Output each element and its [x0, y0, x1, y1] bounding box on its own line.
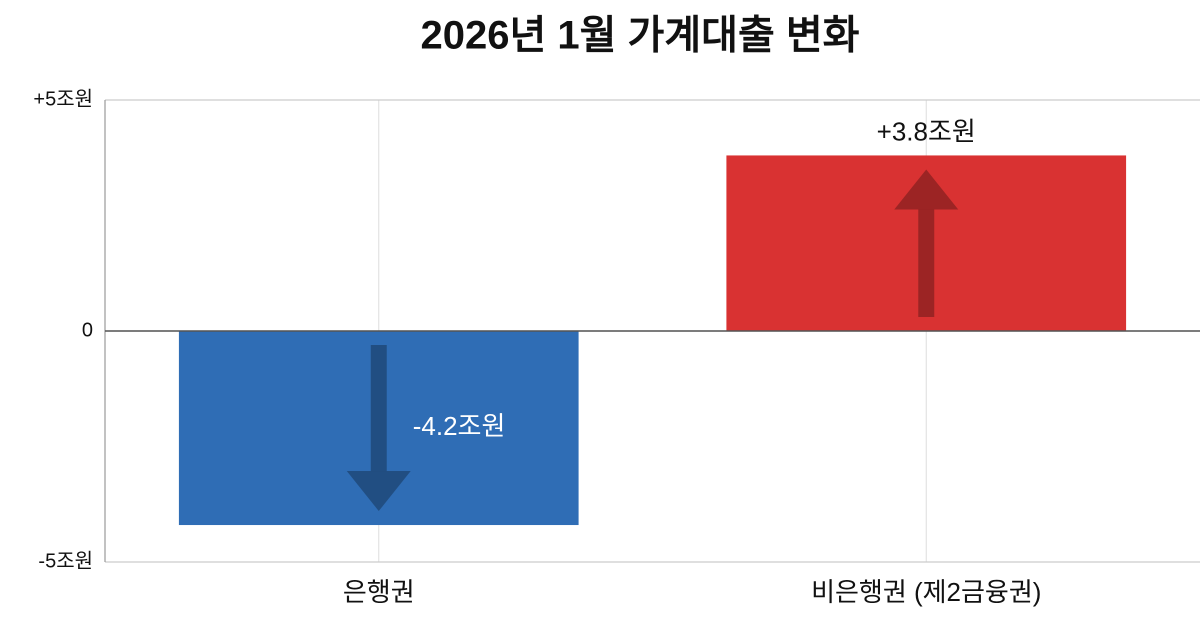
y-tick-label: -5조원 [38, 549, 93, 572]
x-tick-label: 비은행권 (제2금융권) [811, 577, 1041, 607]
x-tick-label: 은행권 [343, 577, 415, 607]
bar [726, 155, 1127, 331]
value-label: -4.2조원 [413, 411, 506, 441]
arrow-shaft [918, 209, 935, 317]
bar [178, 331, 579, 526]
y-tick-label: 0 [82, 319, 93, 341]
arrow-head [346, 471, 411, 512]
arrow-shaft [370, 345, 387, 472]
y-tick-label: +5조원 [33, 87, 93, 110]
arrow-head [894, 169, 959, 210]
chart-title: 2026년 1월 가계대출 변화 [421, 14, 860, 58]
value-label: +3.8조원 [877, 116, 976, 146]
